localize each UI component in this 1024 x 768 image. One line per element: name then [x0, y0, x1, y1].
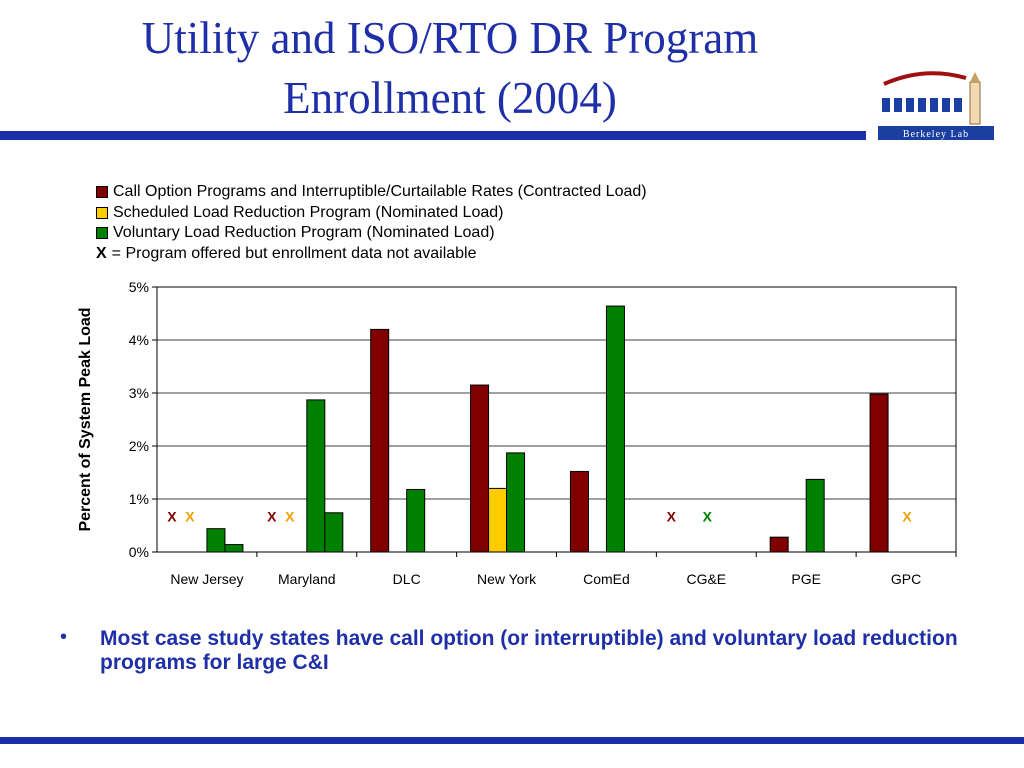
legend-swatch-call-option	[96, 186, 108, 199]
chart-legend: Call Option Programs and Interruptible/C…	[96, 182, 647, 264]
x-tick-label: GPC	[891, 571, 921, 587]
legend-x-note: X = Program offered but enrollment data …	[96, 244, 647, 265]
x-tick-label: Maryland	[278, 571, 336, 587]
legend-swatch-voluntary	[96, 227, 108, 240]
bar	[470, 384, 490, 553]
bar	[506, 452, 526, 553]
legend-label: Scheduled Load Reduction Program (Nomina…	[113, 203, 504, 221]
x-marker: X	[167, 508, 177, 524]
legend-swatch-scheduled	[96, 206, 108, 219]
legend-item-voluntary: Voluntary Load Reduction Program (Nomina…	[96, 223, 647, 244]
x-tick-label: New Jersey	[170, 571, 243, 587]
logo-text: Berkeley Lab	[903, 129, 969, 140]
y-tick-label: 0%	[129, 544, 149, 560]
x-marker: X	[285, 508, 295, 524]
x-tick-label: DLC	[393, 571, 421, 587]
x-marker: X	[703, 508, 713, 524]
y-axis-label: Percent of System Peak Load	[77, 307, 94, 531]
legend-label: Voluntary Load Reduction Program (Nomina…	[113, 224, 495, 242]
x-marker: X	[185, 508, 195, 524]
bar	[605, 305, 625, 553]
x-marker: X	[667, 508, 677, 524]
x-tick-label: PGE	[791, 571, 821, 587]
y-tick-label: 3%	[129, 385, 149, 401]
bar	[869, 393, 889, 553]
legend-x-text: = Program offered but enrollment data no…	[111, 244, 477, 262]
legend-item-call-option: Call Option Programs and Interruptible/C…	[96, 182, 647, 203]
x-marker: X	[902, 508, 912, 524]
title-line-2: Enrollment (2004)	[283, 73, 617, 123]
x-tick-label: ComEd	[583, 571, 630, 587]
y-tick-label: 1%	[129, 491, 149, 507]
legend-label: Call Option Programs and Interruptible/C…	[113, 183, 647, 201]
bullet-symbol: •	[60, 626, 68, 648]
top-divider	[0, 131, 866, 140]
bar	[488, 487, 508, 553]
legend-item-scheduled: Scheduled Load Reduction Program (Nomina…	[96, 203, 647, 224]
bar	[224, 544, 244, 553]
bar	[769, 536, 789, 553]
bar	[569, 470, 589, 553]
bar	[324, 512, 344, 553]
bar	[370, 328, 390, 553]
y-tick-label: 2%	[129, 438, 149, 454]
plot-area	[156, 286, 957, 553]
bottom-divider	[0, 737, 1024, 744]
bar	[206, 528, 226, 553]
berkeley-lab-logo: Berkeley Lab	[878, 71, 994, 140]
legend-x-symbol: X	[96, 244, 107, 262]
x-tick-label: New York	[477, 571, 537, 587]
bar-chart: 0% 1% 2% 3% 4% 5% Percent of System Peak Load N…	[77, 279, 957, 587]
bar	[805, 478, 825, 553]
x-tick-label: CG&E	[686, 571, 726, 587]
bar	[406, 488, 426, 553]
title-line-1: Utility and ISO/RTO DR Program	[141, 13, 759, 63]
y-tick-label: 5%	[129, 279, 149, 295]
slide-title: Utility and ISO/RTO DR Program Enrollmen…	[40, 8, 860, 128]
x-marker: X	[267, 508, 277, 524]
y-tick-label: 4%	[129, 332, 149, 348]
bullet-text: Most case study states have call option …	[100, 627, 958, 674]
bar	[306, 399, 326, 553]
